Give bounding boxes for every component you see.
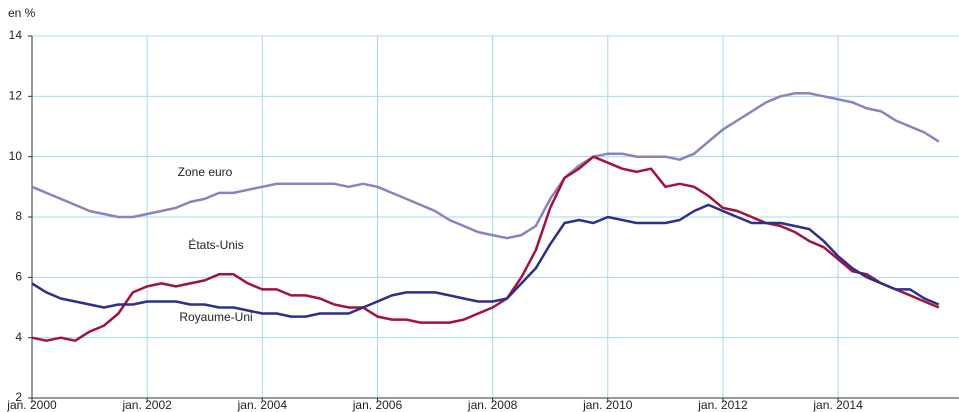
- x-tick-label: jan. 2006: [352, 398, 403, 412]
- series-line: [31, 155, 940, 342]
- y-tick-label: 2: [15, 390, 22, 404]
- y-tick-label: 10: [9, 149, 23, 163]
- x-tick-label: jan. 2010: [582, 398, 633, 412]
- series-line: [31, 92, 940, 240]
- series-label: États-Unis: [188, 237, 243, 252]
- y-tick-label: 12: [9, 89, 23, 103]
- y-tick-label: 14: [9, 28, 23, 42]
- x-tick-label: jan. 2000: [6, 398, 57, 412]
- y-tick-label: 4: [15, 330, 22, 344]
- x-tick-label: jan. 2004: [237, 398, 288, 412]
- series-label: Royaume-Uni: [179, 310, 252, 324]
- y-axis-label: en %: [8, 6, 36, 20]
- x-tick-label: jan. 2012: [697, 398, 748, 412]
- x-tick-label: jan. 2008: [467, 398, 518, 412]
- series-label: Zone euro: [178, 165, 233, 179]
- x-tick-label: jan. 2014: [812, 398, 863, 412]
- y-tick-label: 8: [15, 209, 22, 223]
- x-tick-label: jan. 2002: [121, 398, 172, 412]
- y-tick-label: 6: [15, 270, 22, 284]
- series-line: [31, 203, 940, 318]
